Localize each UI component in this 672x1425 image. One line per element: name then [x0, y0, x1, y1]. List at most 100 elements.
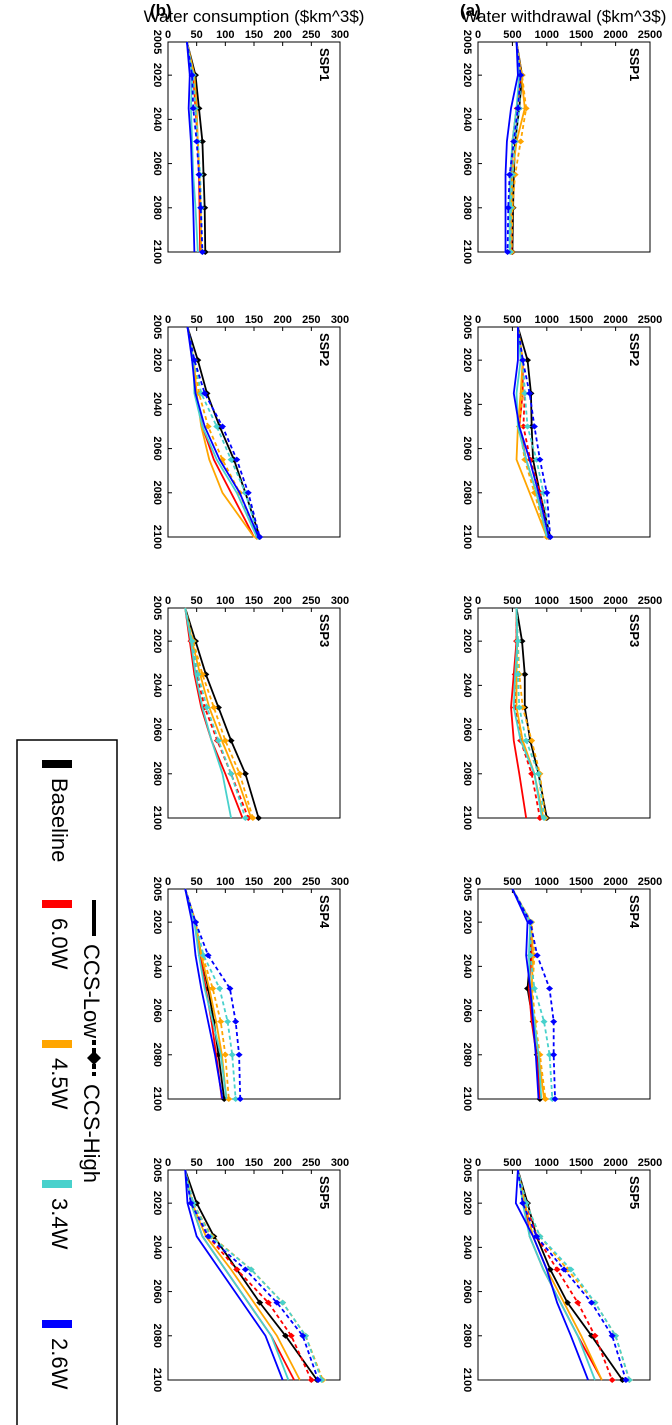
data-point-4-5w: [221, 1051, 229, 1058]
legend-swatch-2-6w: [42, 1320, 72, 1328]
data-point-2-6w: [550, 1018, 558, 1025]
y-tick-label: 2000: [603, 876, 627, 888]
data-point-3-4w: [200, 952, 208, 959]
data-point-2-6w: [193, 138, 201, 145]
data-point-2-6w: [195, 171, 203, 178]
y-tick-label: 1000: [535, 29, 559, 41]
y-axis-label: Water withdrawal ($km^3$): [462, 7, 667, 26]
data-point-2-6w: [241, 1266, 249, 1273]
data-point-2-6w: [510, 138, 518, 145]
y-tick-label: 1000: [535, 1157, 559, 1169]
y-tick-label: 100: [216, 314, 234, 326]
data-point-4-5w: [249, 815, 257, 821]
x-tick-label: 2020: [151, 348, 163, 372]
data-point-2-6w: [588, 1299, 596, 1306]
data-point-2-6w: [273, 1299, 281, 1306]
data-point-2-6w: [560, 1266, 568, 1273]
data-point-6-0w: [519, 423, 527, 430]
y-tick-label: 1500: [569, 876, 593, 888]
data-point-2-6w: [204, 1233, 212, 1240]
data-point-2-6w: [519, 1200, 527, 1207]
data-point-3-4w: [213, 423, 221, 430]
y-tick-label: 200: [273, 314, 291, 326]
data-point-4-5w: [217, 1018, 225, 1025]
x-tick-label: 2080: [461, 196, 473, 220]
legend-label-2-6w: 2.6W: [47, 1338, 72, 1390]
row-label: (b): [150, 1, 172, 20]
data-point-3-4w: [567, 1266, 575, 1273]
x-tick-label: 2040: [461, 954, 473, 978]
data-point-2-6w: [546, 985, 554, 992]
data-point-3-4w: [535, 770, 543, 777]
panel-title: SSP1: [627, 48, 642, 81]
data-point-2-6w: [236, 1096, 244, 1102]
data-point-4-5w: [210, 704, 218, 711]
data-point-4-5w: [517, 138, 525, 145]
data-point-3-4w: [524, 423, 532, 430]
x-tick-label: 2005: [151, 877, 163, 901]
data-point-3-4w: [224, 1018, 232, 1025]
y-tick-label: 300: [331, 1157, 349, 1169]
x-tick-label: 2020: [461, 63, 473, 87]
x-tick-label: 2020: [461, 1191, 473, 1215]
data-point-6-0w: [264, 1299, 272, 1306]
data-point-3-4w: [194, 671, 202, 678]
x-tick-label: 2100: [151, 806, 163, 830]
plot-frame: [477, 41, 651, 253]
panel-title: SSP3: [627, 614, 642, 647]
data-point-4-5w: [236, 770, 244, 777]
data-point-6-0w: [307, 1377, 315, 1383]
x-tick-label: 2020: [151, 910, 163, 934]
data-point-2-6w: [543, 489, 551, 496]
x-tick-label: 2060: [151, 717, 163, 741]
x-tick-label: 2060: [151, 998, 163, 1022]
panel-b-ssp3: SSP3 2005 2020 2040 2060 2080 2100 0 50 100 150 200…: [151, 595, 349, 830]
y-tick-label: 200: [273, 29, 291, 41]
y-tick-label: 1500: [569, 595, 593, 607]
y-tick-label: 150: [245, 595, 263, 607]
panel-b-ssp1: SSP1 2005 2020 2040 2060 2080 2100 0 50 100 150 200…: [144, 1, 365, 264]
y-tick-label: 2000: [603, 29, 627, 41]
x-tick-label: 2005: [151, 315, 163, 339]
data-point-baseline: [198, 138, 206, 145]
data-point-2-6w: [197, 204, 205, 211]
y-tick-label: 2500: [638, 314, 662, 326]
y-tick-label: 100: [216, 29, 234, 41]
data-point-baseline: [518, 638, 526, 645]
legend-label-6-0w: 6.0W: [47, 918, 72, 970]
legend-label-ccs-high: CCS-High: [79, 1084, 104, 1183]
data-point-3-4w: [228, 1051, 236, 1058]
data-point-6-0w: [574, 1299, 582, 1306]
data-point-2-6w: [526, 390, 534, 397]
y-tick-label: 150: [245, 314, 263, 326]
y-tick-label: 100: [216, 1157, 234, 1169]
legend-swatch-4-5w: [42, 1040, 72, 1048]
y-tick-label: 300: [331, 314, 349, 326]
data-point-2-6w: [235, 1051, 243, 1058]
data-point-2-6w: [506, 171, 514, 178]
y-tick-label: 2000: [603, 1157, 627, 1169]
data-point-4-5w: [204, 423, 212, 430]
panel-title: SSP5: [627, 1176, 642, 1209]
x-tick-label: 2060: [151, 436, 163, 460]
y-tick-label: 500: [503, 876, 521, 888]
x-tick-label: 2020: [151, 63, 163, 87]
y-tick-label: 100: [216, 876, 234, 888]
data-point-3-4w: [515, 704, 523, 711]
legend-swatch-baseline: [42, 760, 72, 768]
panel-a-ssp5: SSP5 2005 2020 2040 2060 2080 2100 0 500 1000 1500…: [461, 1157, 662, 1392]
x-tick-label: 2020: [151, 1191, 163, 1215]
data-point-3-4w: [216, 985, 224, 992]
y-tick-label: 50: [191, 314, 203, 326]
data-point-3-4w: [214, 737, 222, 744]
data-point-2-6w: [533, 952, 541, 959]
x-tick-label: 2100: [151, 525, 163, 549]
x-tick-label: 2080: [151, 196, 163, 220]
data-point-2-6w: [204, 952, 212, 959]
panel-a-ssp3: SSP3 2005 2020 2040 2060 2080 2100 0 500 1000 1500…: [461, 595, 662, 830]
data-point-2-6w: [526, 919, 534, 926]
data-point-3-4w: [227, 770, 235, 777]
panel-title: SSP3: [317, 614, 332, 647]
x-tick-label: 2100: [461, 806, 473, 830]
